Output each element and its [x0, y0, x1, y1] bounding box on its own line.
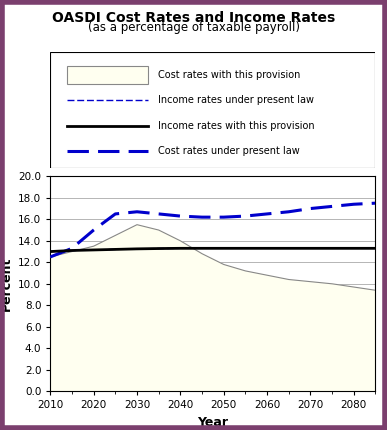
X-axis label: Year: Year: [197, 416, 228, 429]
Text: Cost rates with this provision: Cost rates with this provision: [158, 70, 300, 80]
Text: Cost rates under present law: Cost rates under present law: [158, 147, 299, 157]
Text: Income rates under present law: Income rates under present law: [158, 95, 313, 105]
Text: (as a percentage of taxable payroll): (as a percentage of taxable payroll): [87, 22, 300, 34]
FancyBboxPatch shape: [67, 65, 148, 84]
FancyBboxPatch shape: [50, 52, 375, 168]
Text: Income rates with this provision: Income rates with this provision: [158, 121, 314, 131]
Y-axis label: Percent: Percent: [0, 257, 13, 311]
Text: OASDI Cost Rates and Income Rates: OASDI Cost Rates and Income Rates: [52, 11, 335, 25]
